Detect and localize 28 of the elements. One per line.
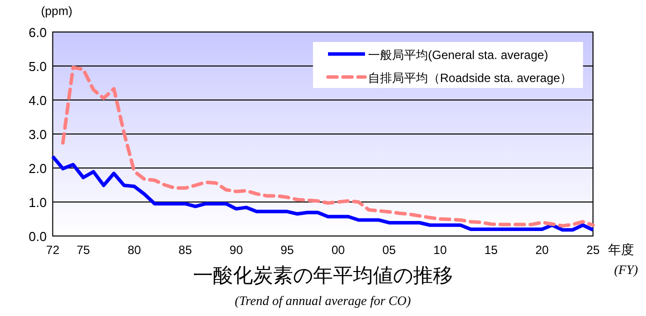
text: (FY) [614, 262, 638, 277]
y-tick-label: 3.0 [28, 127, 47, 142]
y-tick-label: 2.0 [28, 161, 47, 176]
x-tick-label: 85 [178, 243, 192, 257]
y-tick-label: 5.0 [28, 59, 47, 74]
y-tick-label: 4.0 [28, 93, 47, 108]
x-tick-label: 15 [484, 243, 498, 257]
text: (Trend of annual average for CO) [234, 293, 411, 308]
line-series [50, 154, 595, 232]
x-tick-label: 80 [128, 243, 142, 257]
x-axis-title: 年度 [608, 242, 634, 257]
x-tick-label: 90 [230, 243, 244, 257]
x-tick-label: 20 [535, 243, 550, 257]
x-tick-label: 72 [46, 243, 60, 257]
x-tick-label: 95 [280, 243, 294, 257]
x-tick-label: 75 [76, 243, 90, 257]
text: 一酸化炭素の年平均値の推移 [192, 265, 453, 287]
y-tick-label: 1.0 [28, 195, 47, 210]
y-axis-title: (ppm) [41, 4, 72, 18]
x-tick-label: 25 [586, 243, 600, 257]
legend-label: 一般局平均(General sta. average) [368, 48, 548, 62]
line-series [61, 66, 595, 228]
x-tick-label: 00 [331, 243, 346, 257]
y-tick-label: 0.0 [28, 229, 47, 244]
x-tick-label: 05 [382, 243, 396, 257]
y-tick-label: 6.0 [28, 25, 47, 40]
legend-label: 自排局平均（Roadside sta. average） [368, 71, 572, 85]
x-tick-label: 10 [433, 243, 448, 257]
